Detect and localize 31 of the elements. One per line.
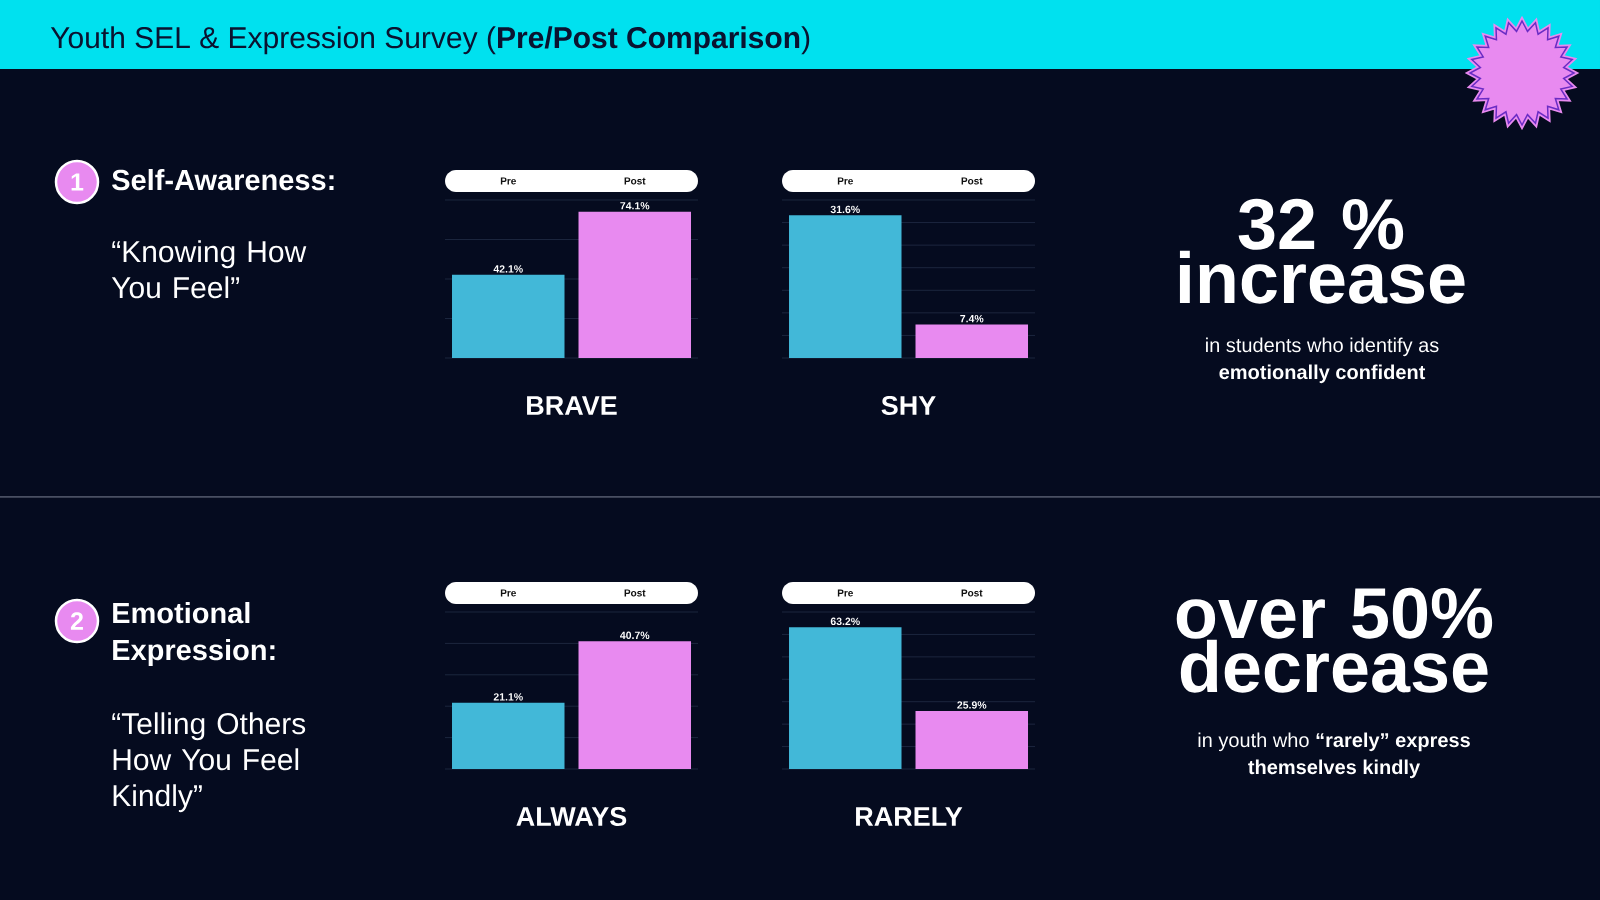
text: in students who identify as emotionally confident [1206, 337, 1439, 384]
x-tick-label: Post [961, 177, 983, 185]
data-label: 63.2% [830, 617, 860, 626]
data-label: 7.4% [960, 315, 984, 323]
x-axis-title: RARELY [856, 807, 963, 826]
text: 1 [71, 173, 84, 191]
x-tick-label: Pre [837, 177, 853, 185]
data-label: 42.1% [493, 265, 523, 273]
x-tick-label: Post [961, 589, 983, 597]
x-tick-label: Post [624, 177, 646, 185]
data-label: 74.1% [620, 202, 650, 210]
x-axis-title: BRAVE [527, 396, 617, 415]
x-tick-label: Pre [837, 589, 853, 597]
text: “Knowing How You Feel” [111, 240, 307, 299]
text: 2 [70, 612, 83, 630]
x-tick-label: Post [624, 589, 646, 597]
text: 32 % increase [1179, 198, 1465, 304]
text: “Telling Others How You Feel Kindly” [112, 712, 306, 813]
x-tick-label: Pre [500, 589, 516, 597]
x-axis-title: ALWAYS [516, 806, 627, 827]
data-label: 40.7% [620, 631, 650, 640]
x-axis-title: SHY [881, 395, 936, 416]
text: Self-Awareness: [112, 168, 334, 191]
x-tick-label: Pre [500, 177, 516, 185]
data-label: 25.9% [957, 701, 987, 709]
text: in youth who “rarely” express themselves kindly [1198, 732, 1470, 779]
text: over 50% decrease [1176, 587, 1493, 693]
data-label: 31.6% [830, 205, 860, 214]
text: Youth SEL & Expression Survey (Pre/Post Comparison) [50, 26, 810, 55]
data-label: 21.1% [493, 693, 523, 701]
text: Emotional Expression: [113, 601, 275, 667]
